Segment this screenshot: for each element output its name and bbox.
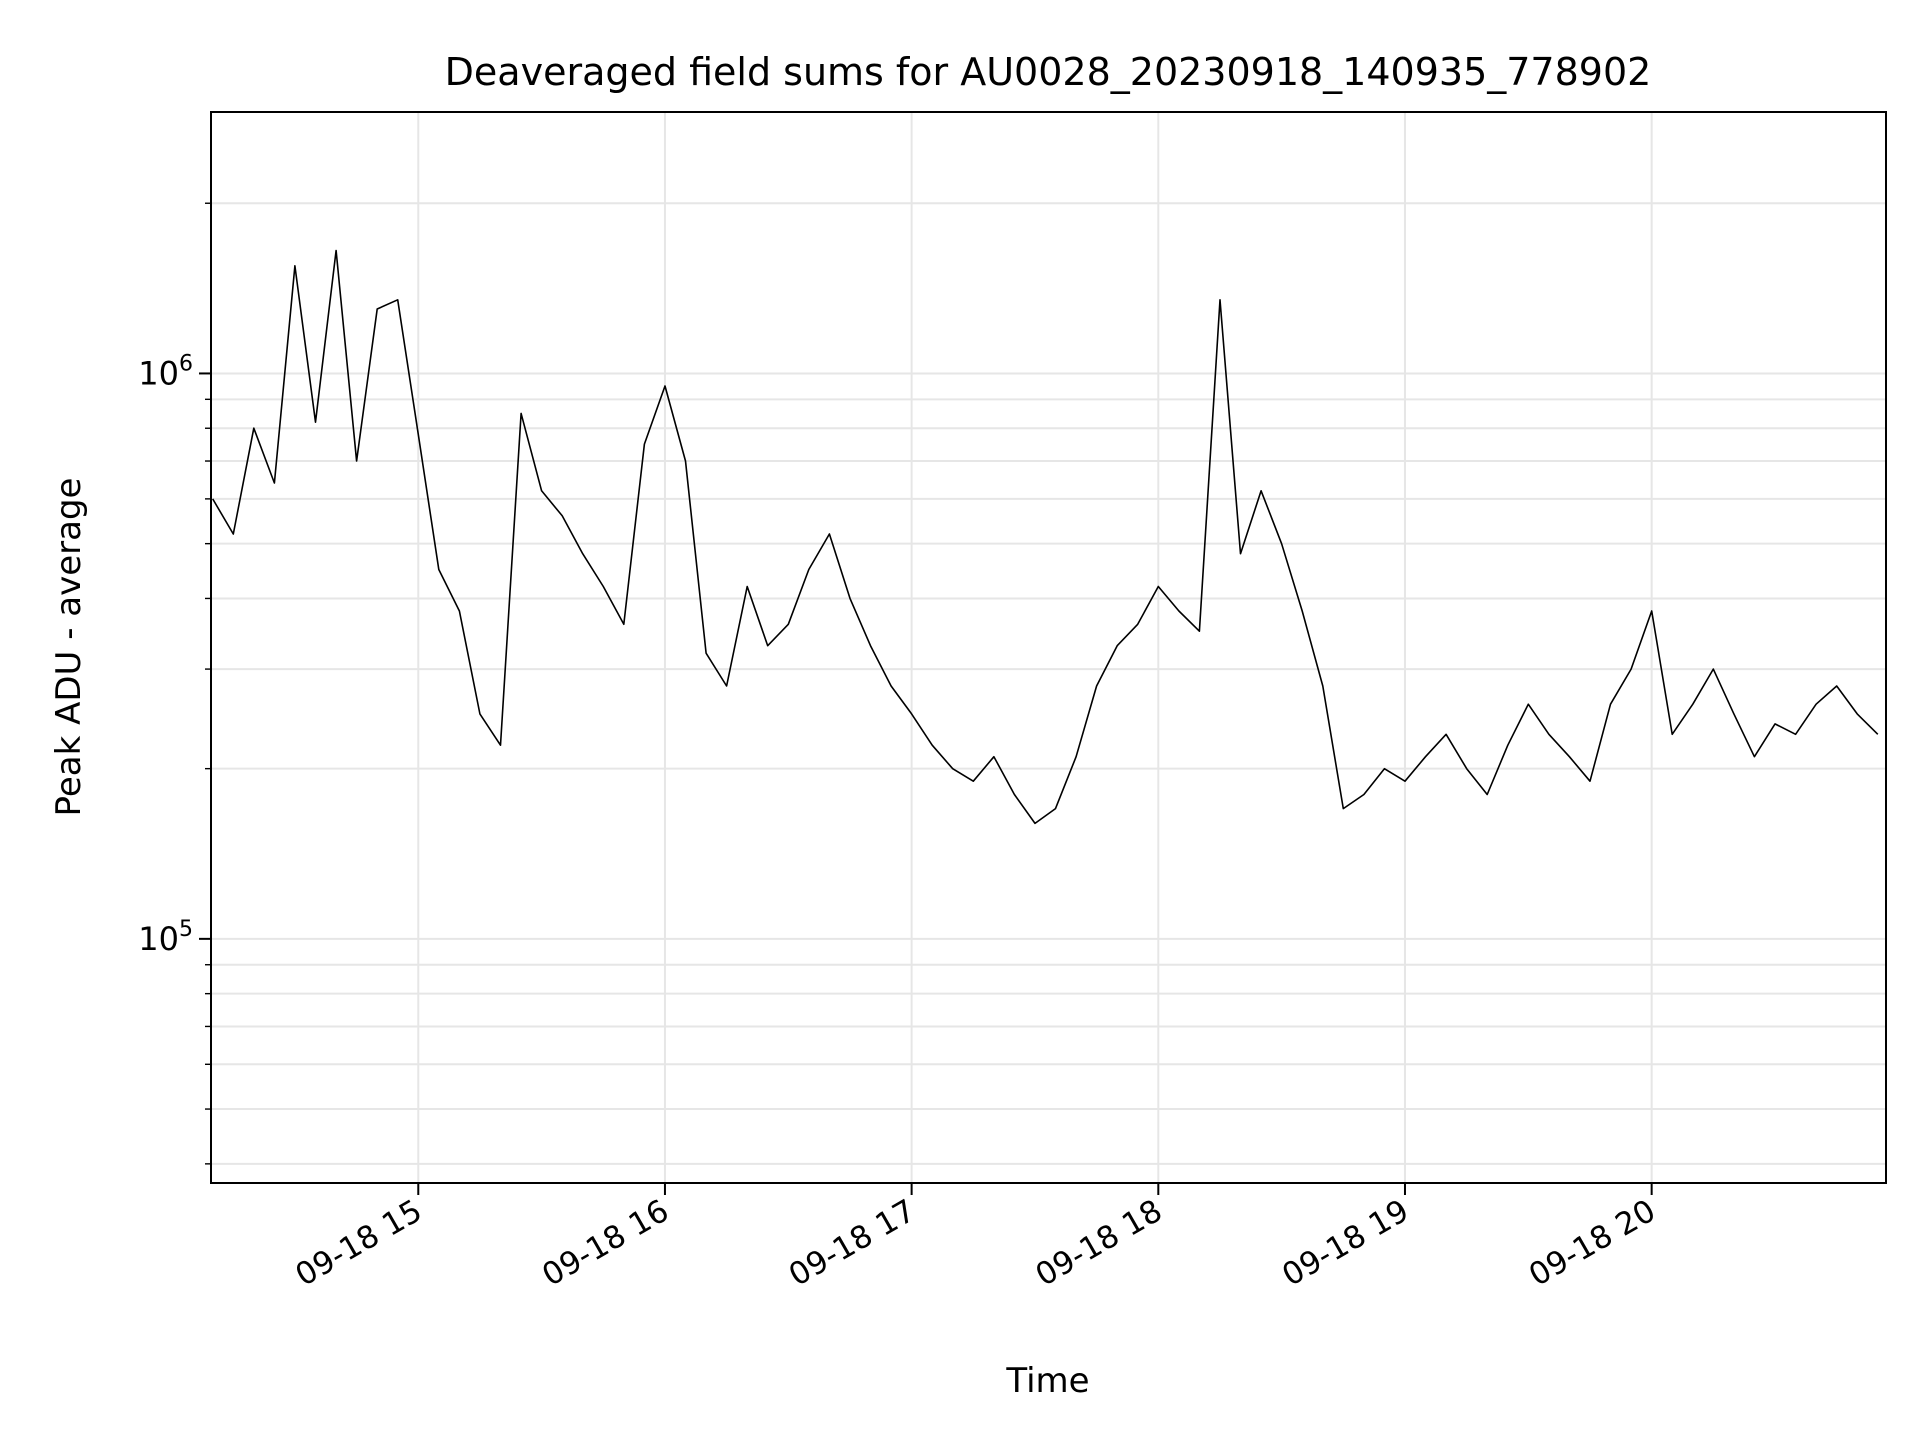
chart-title: Deaveraged field sums for AU0028_2023091…: [445, 50, 1652, 94]
y-tick-label: 105: [138, 917, 193, 958]
y-tick-label: 106: [138, 351, 193, 392]
series-line: [212, 249, 1879, 825]
y-axis-label: Peak ADU - average: [49, 478, 89, 817]
plot-frame: [210, 111, 1887, 1184]
y-axis: 105 106: [138, 202, 211, 1165]
x-axis-label: Time: [1005, 1361, 1089, 1401]
grid: [211, 112, 1886, 1183]
series-layer: [212, 249, 1879, 825]
